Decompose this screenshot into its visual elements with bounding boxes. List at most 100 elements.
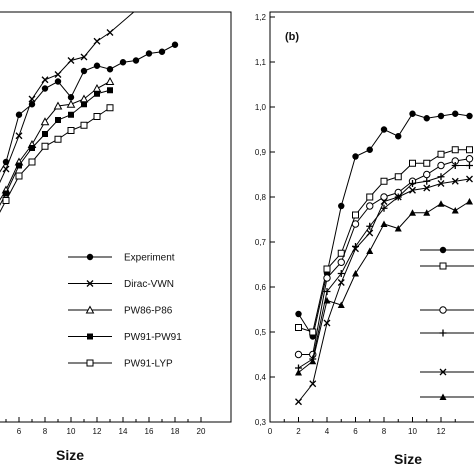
panel-b-y-tick-label-2: 0,5 <box>255 328 267 337</box>
panel-b-series-1-point-9 <box>423 159 431 167</box>
panel-b-series-2 <box>294 155 474 359</box>
panel-a-series-2-point-7 <box>53 101 63 110</box>
panel-a-legend-marker-1 <box>86 280 94 287</box>
panel-a-series-2-point-10 <box>92 83 102 92</box>
panel-b-series-4-point-8 <box>409 186 416 194</box>
panel-b-series-4-point-10 <box>437 180 445 187</box>
panel-b-series-2-point-9 <box>423 170 431 179</box>
panel-b-legend <box>420 246 474 400</box>
panel-b-series-3-point-12 <box>466 162 473 169</box>
panel-a-series-3-point-3 <box>3 190 9 197</box>
panel-a-series-2-point-8 <box>66 99 76 108</box>
panel-b-series-0-point-8 <box>409 110 416 117</box>
panel-a-legend-item-4: PW91-LYP <box>68 359 173 370</box>
panel-b-y-tick-label-5: 0,8 <box>255 193 267 202</box>
panel-b-series-2-point-3 <box>337 258 345 266</box>
panel-b-series-1-point-0 <box>295 324 302 331</box>
panel-b-legend-marker-5 <box>439 393 447 400</box>
panel-b-series-4-point-12 <box>466 175 473 183</box>
panel-b-series-1-point-8 <box>409 159 416 167</box>
panel-b-legend-item-0 <box>420 246 474 254</box>
panel-a-series-0-point-14 <box>145 50 153 57</box>
panel-a-series-1-point-4 <box>15 132 23 140</box>
panel-a-series-1-point-7 <box>54 71 62 78</box>
panel-b-series-5-point-8 <box>409 209 416 216</box>
panel-a-series-0 <box>0 41 179 173</box>
panel-b-y-tick-label-1: 0,4 <box>255 373 267 382</box>
panel-a-x-tick-label-4: 14 <box>119 427 128 436</box>
panel-b-series-3-point-2 <box>323 288 331 295</box>
panel-a-series-3-point-5 <box>29 145 35 151</box>
panel-b-y-tick-label-0: 0,3 <box>255 418 267 427</box>
panel-a-x-ticks: 6 8 10 12 14 16 18 20 <box>5 417 206 436</box>
panel-b-x-tick-label-0: 0 <box>268 427 273 436</box>
panel-a-x-axis-title: Size <box>56 447 84 463</box>
panel-a-x-tick-label-7: 20 <box>197 427 206 436</box>
panel-b-series-3-point-10 <box>437 173 445 181</box>
panel-b-series-1-point-10 <box>437 150 445 158</box>
panel-b-y-tick-label-4: 0,7 <box>255 238 267 247</box>
panel-b-legend-item-4 <box>420 368 474 376</box>
panel-b-series-0-point-9 <box>423 115 430 122</box>
panel-b-series-2-point-4 <box>351 220 360 228</box>
panel-a-legend-label-3: PW91-PW91 <box>124 332 182 343</box>
panel-a-series-4-point-3 <box>2 197 10 204</box>
panel-a-series-2-point-11 <box>105 76 115 85</box>
panel-a-legend-item-3: PW91-PW91 <box>68 332 182 343</box>
panel-a-x-tick-label-2: 10 <box>67 427 76 436</box>
panel-b-x-tick-label-4: 8 <box>382 427 387 436</box>
panel-a-series-0-point-4 <box>15 111 23 118</box>
panel-a-series-2-line <box>0 81 111 201</box>
panel-a-series-0-line <box>0 44 176 173</box>
panel-a-series-0-point-9 <box>80 67 88 75</box>
panel-b-series-5-point-3 <box>337 301 345 308</box>
panel-a-series-1-point-8 <box>67 57 75 64</box>
panel-a-series-4-point-11 <box>106 104 114 112</box>
panel-a-series-0-point-16 <box>171 41 179 48</box>
panel-b-series-0-point-12 <box>466 112 473 120</box>
panel-a-frame <box>0 11 232 423</box>
panel-a-series-3 <box>0 87 113 206</box>
panel-b-series-1 <box>295 146 473 336</box>
panel-a-series-0-point-7 <box>54 78 62 85</box>
panel-b-series-3-point-11 <box>451 162 459 169</box>
panel-a-series-0-point-13 <box>132 57 140 64</box>
panel-a-legend-marker-3 <box>87 333 93 340</box>
panel-b-series-5-point-12 <box>466 198 473 205</box>
panel-b-series-4-point-5 <box>366 229 374 237</box>
panel-a-series-3-point-10 <box>94 90 100 97</box>
panel-b-series-3-point-8 <box>409 180 416 187</box>
panel-b-legend-marker-4 <box>439 368 447 376</box>
panel-a-series-1-point-11 <box>106 29 114 36</box>
panel-a-series-1 <box>0 12 135 184</box>
panel-b-series-1-point-6 <box>380 177 388 185</box>
panel-b-series-5-point-7 <box>394 225 402 232</box>
panel-b-series-0-point-11 <box>452 110 459 117</box>
panel-b-x-tick-label-6: 12 <box>437 427 446 436</box>
panel-a-x-tick-label-0: 6 <box>17 427 22 436</box>
panel-a-legend-label-2: PW86-P86 <box>124 306 173 317</box>
panel-b-series-5-point-9 <box>423 209 431 216</box>
panel-a-series-0-point-6 <box>41 85 49 92</box>
panel-b-series-0-point-6 <box>380 126 388 133</box>
panel-a-x-tick-label-1: 8 <box>43 427 48 436</box>
panel-b-series-4-point-6 <box>380 198 388 205</box>
panel-a-legend-item-0: Experiment <box>68 253 175 264</box>
panel-b-series-4-point-11 <box>451 177 459 185</box>
panel-a-series-0-point-10 <box>93 62 101 69</box>
panel-a-series-0-point-12 <box>119 59 127 66</box>
panel-a-legend-item-2: PW86-P86 <box>68 305 173 317</box>
panel-a-legend-marker-4 <box>86 359 94 367</box>
panel-b-series-5-point-5 <box>366 247 374 254</box>
panel-b-series-1-point-11 <box>451 146 459 154</box>
panel-a-legend-marker-2 <box>85 305 95 314</box>
panel-a-series-3-point-6 <box>42 131 48 137</box>
panel-b-legend-item-1 <box>420 262 474 270</box>
panel-b-series-1-point-1 <box>309 328 317 336</box>
panel-b-series-5 <box>295 198 473 376</box>
panel-a-series-3-point-11 <box>107 87 113 94</box>
panel-b-series-4-point-4 <box>352 245 359 253</box>
panel-b-series-2-point-0 <box>294 350 303 359</box>
panel-b-series-1-point-2 <box>323 265 331 273</box>
